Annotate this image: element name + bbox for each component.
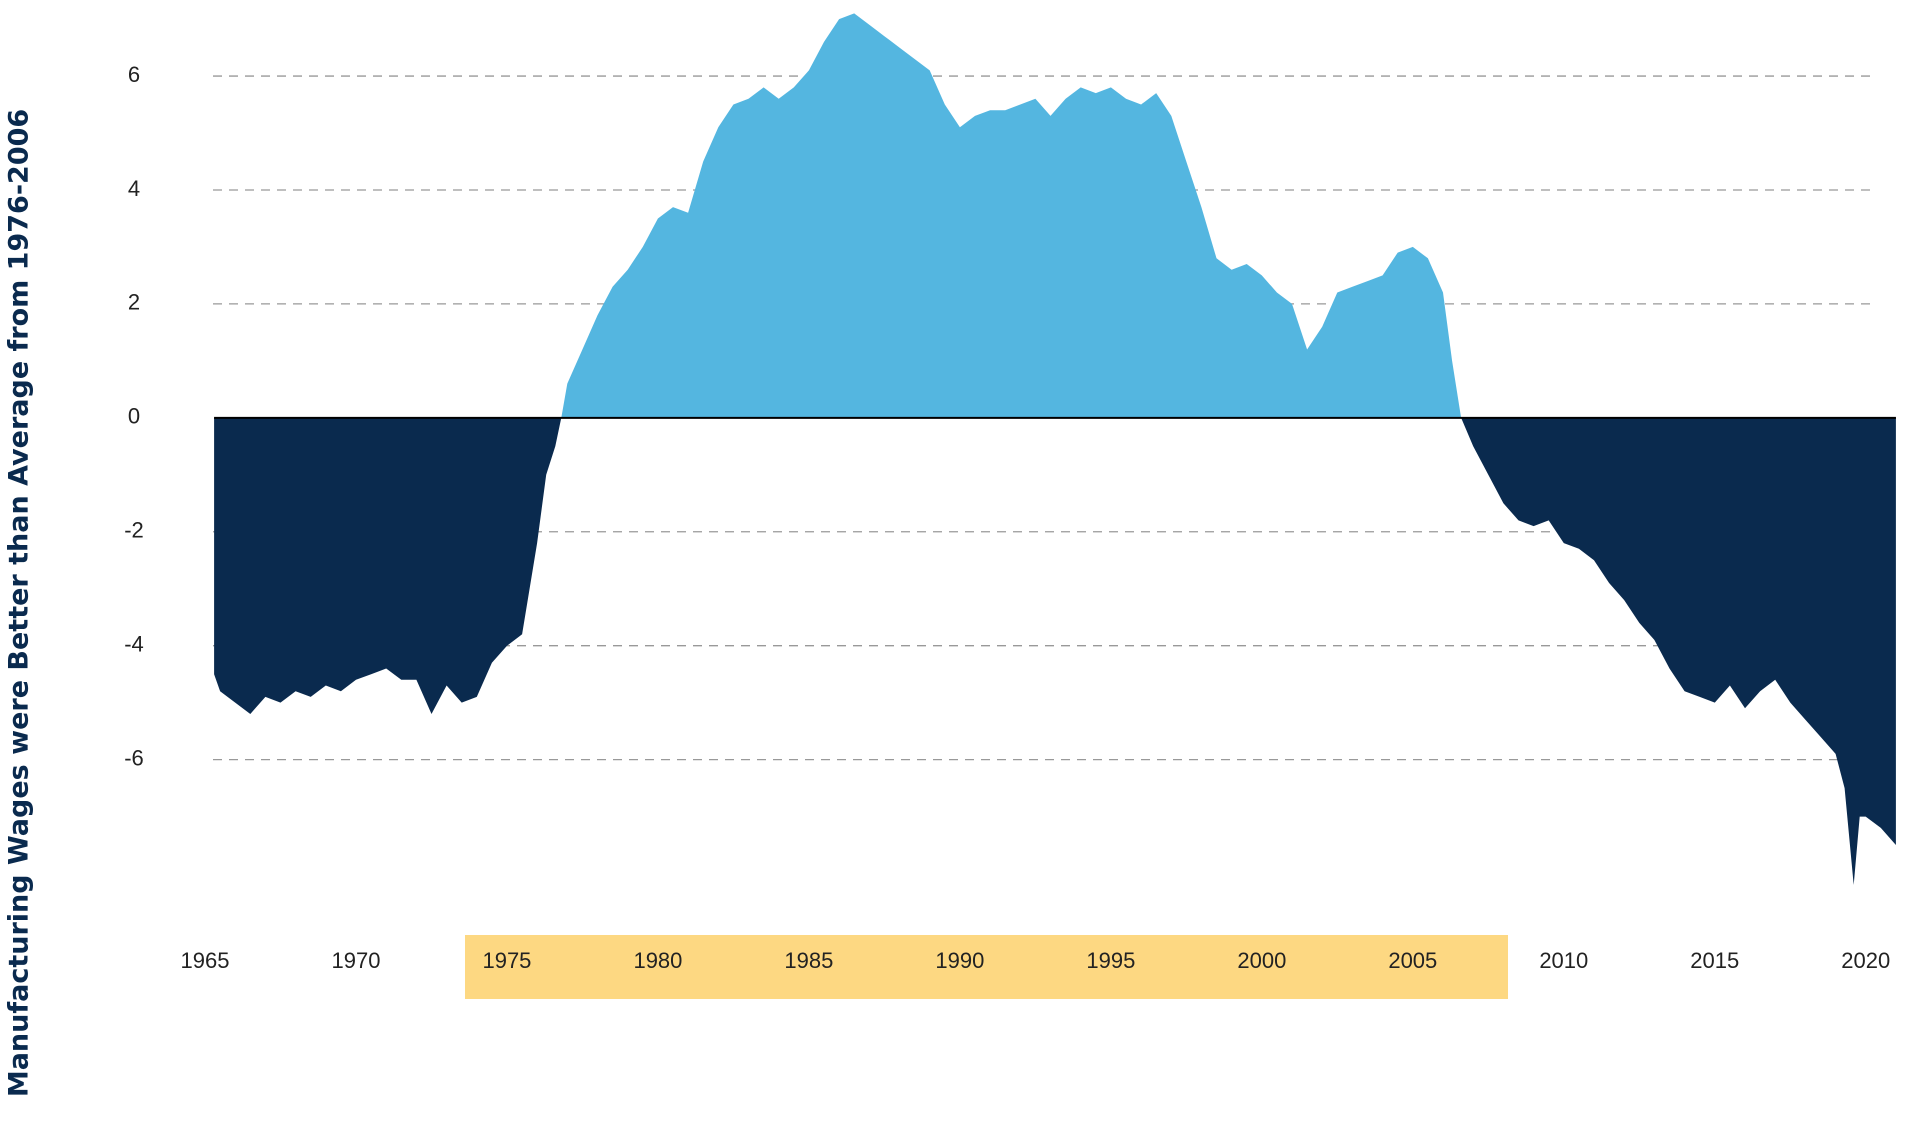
x-tick-label: 2005 xyxy=(1388,948,1437,973)
x-tick-label: 2010 xyxy=(1539,948,1588,973)
y-tick-label: -2 xyxy=(124,518,144,543)
highlight-band xyxy=(465,935,1508,999)
x-tick-label: 1990 xyxy=(935,948,984,973)
x-tick-label: 2020 xyxy=(1841,948,1890,973)
y-tick-label: -6 xyxy=(124,745,144,770)
x-tick-label: 1965 xyxy=(181,948,230,973)
y-axis-title: Manufacturing Wages were Better than Ave… xyxy=(4,109,35,1097)
x-tick-label: 1980 xyxy=(633,948,682,973)
y-tick-label: 4 xyxy=(128,176,140,201)
x-tick-label: 1995 xyxy=(1086,948,1135,973)
x-tick-label: 1970 xyxy=(332,948,381,973)
x-tick-label: 1975 xyxy=(482,948,531,973)
x-tick-label: 2015 xyxy=(1690,948,1739,973)
y-tick-label: 2 xyxy=(128,290,140,315)
y-tick-label: -4 xyxy=(124,631,144,656)
y-tick-label: 0 xyxy=(128,404,140,429)
x-tick-label: 1985 xyxy=(784,948,833,973)
area xyxy=(214,13,1896,885)
y-tick-label: 6 xyxy=(128,62,140,87)
x-tick-label: 2000 xyxy=(1237,948,1286,973)
